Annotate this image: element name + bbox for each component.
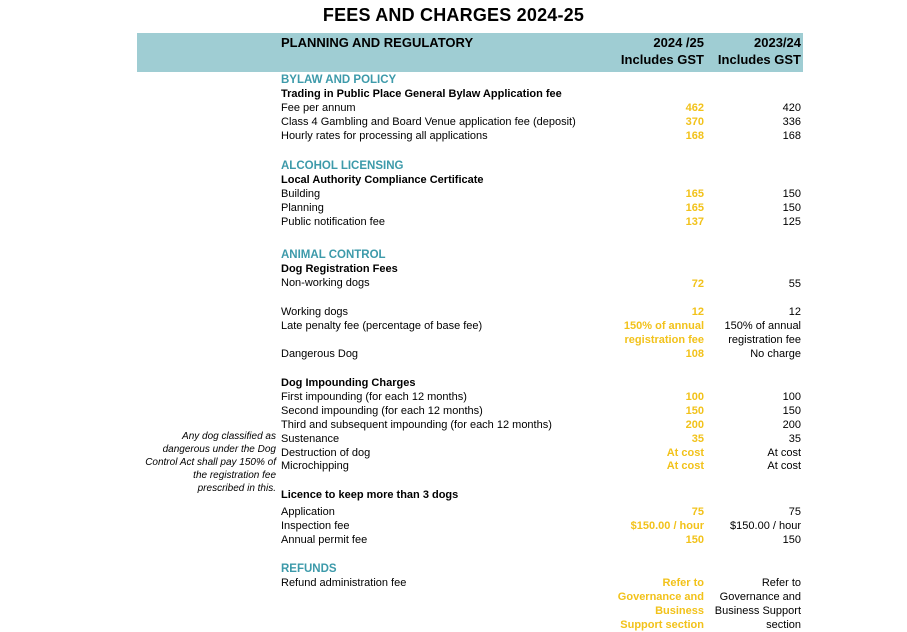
note-line: prescribed in this.	[197, 483, 276, 494]
subheading: Dog Impounding Charges	[281, 377, 416, 389]
column-header-year: 2024 /25	[653, 35, 704, 50]
fee-2024-25: 137	[685, 216, 704, 228]
column-header-gst: Includes GST	[620, 52, 704, 67]
fee-line: Governance and	[719, 591, 801, 603]
fee-2024-25: 150	[685, 534, 704, 546]
fee-2023-24: 12	[788, 306, 801, 318]
column-header-2024-25: 2024 /25 Includes GST	[600, 34, 704, 68]
fee-label: Destruction of dog	[281, 447, 371, 459]
category-heading: ANIMAL CONTROL	[281, 249, 386, 261]
fee-label: Hourly rates for processing all applicat…	[281, 130, 488, 142]
fee-line: registration fee	[728, 334, 801, 346]
fee-line: 150% of annual	[623, 320, 704, 332]
fee-label: Sustenance	[281, 433, 340, 445]
fee-2024-25: 200	[685, 419, 704, 431]
fee-2023-24: 55	[788, 278, 801, 290]
fee-label: Building	[281, 188, 321, 200]
fee-2023-24: 125	[782, 216, 801, 228]
note-line: the registration fee	[193, 470, 276, 481]
fee-label: Annual permit fee	[281, 534, 368, 546]
note-line: Any dog classified as	[182, 431, 276, 442]
fee-line: Refer to	[761, 577, 801, 589]
category-heading: REFUNDS	[281, 563, 337, 575]
fee-2023-24: 150% of annual registration fee	[706, 319, 801, 347]
fee-2024-25: 165	[685, 188, 704, 200]
fee-line: Refer to	[662, 577, 704, 589]
note-line: dangerous under the Dog	[162, 444, 276, 455]
fee-2024-25: 35	[691, 433, 704, 445]
page-title: FEES AND CHARGES 2024-25	[322, 5, 585, 25]
fee-2023-24: $150.00 / hour	[730, 520, 801, 532]
fee-2023-24: 200	[782, 419, 801, 431]
fee-2024-25: 75	[691, 506, 704, 518]
table-header-band	[137, 33, 803, 72]
fee-2023-24: 75	[788, 506, 801, 518]
fee-label: Second impounding (for each 12 months)	[281, 405, 483, 417]
fee-label: Dangerous Dog	[281, 348, 359, 360]
category-heading: BYLAW AND POLICY	[281, 74, 397, 86]
fee-label: Planning	[281, 202, 324, 214]
note-line: Control Act shall pay 150% of	[145, 457, 276, 468]
fee-label: Application	[281, 506, 335, 518]
fee-2023-24: 420	[782, 102, 801, 114]
fee-2024-25: 100	[685, 391, 704, 403]
fee-label: Working dogs	[281, 306, 349, 318]
fee-line: registration fee	[624, 334, 704, 346]
subheading: Local Authority Compliance Certificate	[281, 174, 484, 186]
fee-2024-25: 462	[685, 102, 704, 114]
fee-label: First impounding (for each 12 months)	[281, 391, 467, 403]
fee-label: Public notification fee	[281, 216, 385, 228]
fee-label: Third and subsequent impounding (for eac…	[281, 419, 552, 431]
fee-label: Non-working dogs	[281, 277, 370, 289]
fee-2023-24: At cost	[767, 447, 801, 459]
subheading: Licence to keep more than 3 dogs	[281, 489, 459, 501]
fee-label: Fee per annum	[281, 102, 356, 114]
fee-line: Business	[655, 605, 704, 617]
fee-line: section	[766, 619, 801, 631]
fee-2023-24: 150	[782, 188, 801, 200]
fee-label: Late penalty fee (percentage of base fee…	[281, 320, 483, 332]
fee-2024-25: At cost	[666, 447, 704, 459]
fee-2024-25: $150.00 / hour	[630, 520, 704, 532]
fee-2023-24: No charge	[750, 348, 801, 360]
fee-label: Class 4 Gambling and Board Venue applica…	[281, 116, 576, 128]
section-heading: PLANNING AND REGULATORY	[281, 35, 474, 50]
fee-2023-24: 150	[782, 534, 801, 546]
fee-line: Business Support	[714, 605, 801, 617]
fee-2023-24: 35	[788, 433, 801, 445]
fee-2024-25: Refer to Governance and Business Support…	[600, 576, 704, 632]
fee-2023-24: 336	[782, 116, 801, 128]
fee-2023-24: 150	[782, 405, 801, 417]
fee-label: Microchipping	[281, 460, 349, 472]
dangerous-dog-note: Any dog classified as dangerous under th…	[140, 430, 276, 495]
fee-2024-25: 165	[685, 202, 704, 214]
fee-2024-25: 108	[685, 348, 704, 360]
fee-label: Refund administration fee	[281, 577, 407, 589]
fee-line: Support section	[620, 619, 704, 631]
fee-2024-25: 72	[691, 278, 704, 290]
fee-2024-25: 370	[685, 116, 704, 128]
fee-2023-24: 168	[782, 130, 801, 142]
fee-line: Governance and	[617, 591, 704, 603]
fee-2023-24: Refer to Governance and Business Support…	[706, 576, 801, 632]
fee-2024-25: 12	[691, 306, 704, 318]
fee-2023-24: At cost	[767, 460, 801, 472]
fee-2024-25: 168	[685, 130, 704, 142]
fee-label: Inspection fee	[281, 520, 350, 532]
fee-2024-25: At cost	[666, 460, 704, 472]
subheading: Trading in Public Place General Bylaw Ap…	[281, 88, 562, 100]
fee-line: 150% of annual	[724, 320, 801, 332]
fee-2024-25: 150% of annual registration fee	[600, 319, 704, 347]
column-header-2023-24: 2023/24 Includes GST	[706, 34, 801, 68]
category-heading: ALCOHOL LICENSING	[281, 160, 404, 172]
subheading: Dog Registration Fees	[281, 263, 398, 275]
fee-2023-24: 150	[782, 202, 801, 214]
fee-2023-24: 100	[782, 391, 801, 403]
column-header-gst: Includes GST	[717, 52, 801, 67]
fee-2024-25: 150	[685, 405, 704, 417]
column-header-year: 2023/24	[754, 35, 801, 50]
